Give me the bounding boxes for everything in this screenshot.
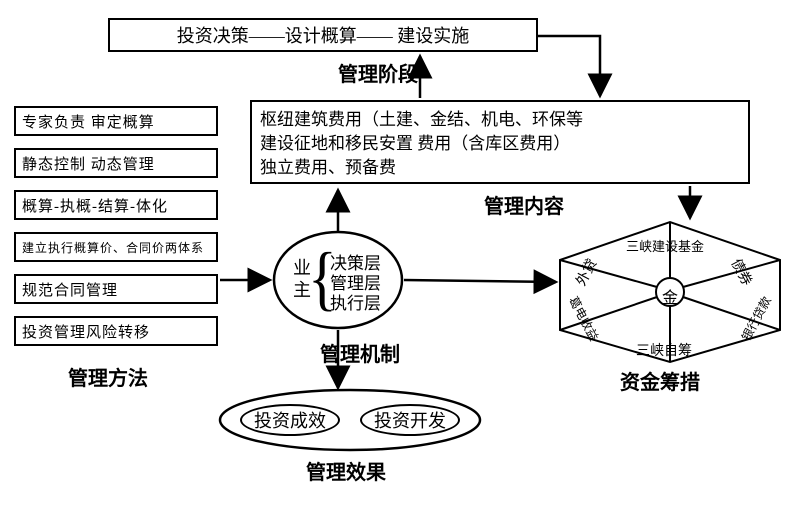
effects-label: 管理效果 bbox=[306, 456, 386, 485]
method-item: 投资管理风险转移 bbox=[14, 316, 218, 346]
method-text: 规范合同管理 bbox=[22, 279, 118, 300]
method-item: 专家负责 审定概算 bbox=[14, 106, 218, 136]
method-item: 建立执行概算价、合同价两体系 bbox=[14, 232, 218, 262]
content-line: 枢纽建筑费用（土建、金结、机电、环保等 bbox=[260, 108, 583, 132]
funding-label: 资金筹措 bbox=[620, 366, 700, 395]
method-text: 专家负责 审定概算 bbox=[22, 111, 155, 132]
stage-box: 投资决策——设计概算—— 建设实施 bbox=[108, 18, 538, 52]
content-label: 管理内容 bbox=[484, 190, 564, 219]
stage-text: 投资决策——设计概算—— 建设实施 bbox=[177, 22, 470, 48]
layers: 决策层 管理层 执行层 bbox=[330, 254, 381, 314]
funding-center: 金 bbox=[662, 284, 678, 308]
method-text: 静态控制 动态管理 bbox=[22, 153, 155, 174]
mechanism-label: 管理机制 bbox=[320, 338, 400, 367]
effect-item: 投资开发 bbox=[360, 404, 460, 436]
content-box: 枢纽建筑费用（土建、金结、机电、环保等 建设征地和移民安置 费用（含库区费用） … bbox=[250, 100, 750, 184]
owner-text: 业主 bbox=[290, 258, 310, 307]
content-line: 建设征地和移民安置 费用（含库区费用） bbox=[260, 132, 570, 156]
layer-item: 执行层 bbox=[330, 294, 381, 314]
method-item: 规范合同管理 bbox=[14, 274, 218, 304]
funding-sector: 外贷 bbox=[571, 255, 602, 289]
method-text: 投资管理风险转移 bbox=[22, 321, 150, 342]
effect-item: 投资成效 bbox=[240, 404, 340, 436]
funding-sector: 三峡自筹 bbox=[636, 340, 692, 360]
method-text: 概算-执概-结算-体化 bbox=[22, 195, 168, 216]
funding-sector: 银行贷款 bbox=[737, 293, 775, 343]
funding-sector: 葛电收益 bbox=[565, 293, 603, 343]
layer-item: 管理层 bbox=[330, 274, 381, 294]
methods-label: 管理方法 bbox=[68, 362, 148, 391]
method-item: 概算-执概-结算-体化 bbox=[14, 190, 218, 220]
layer-item: 决策层 bbox=[330, 254, 381, 274]
stage-label: 管理阶段 bbox=[338, 58, 418, 87]
funding-sector: 三峡建设基金 bbox=[626, 236, 704, 255]
content-line: 独立费用、预备费 bbox=[260, 156, 396, 180]
funding-sector: 债券 bbox=[727, 255, 758, 289]
method-item: 静态控制 动态管理 bbox=[14, 148, 218, 178]
method-text: 建立执行概算价、合同价两体系 bbox=[22, 239, 204, 256]
